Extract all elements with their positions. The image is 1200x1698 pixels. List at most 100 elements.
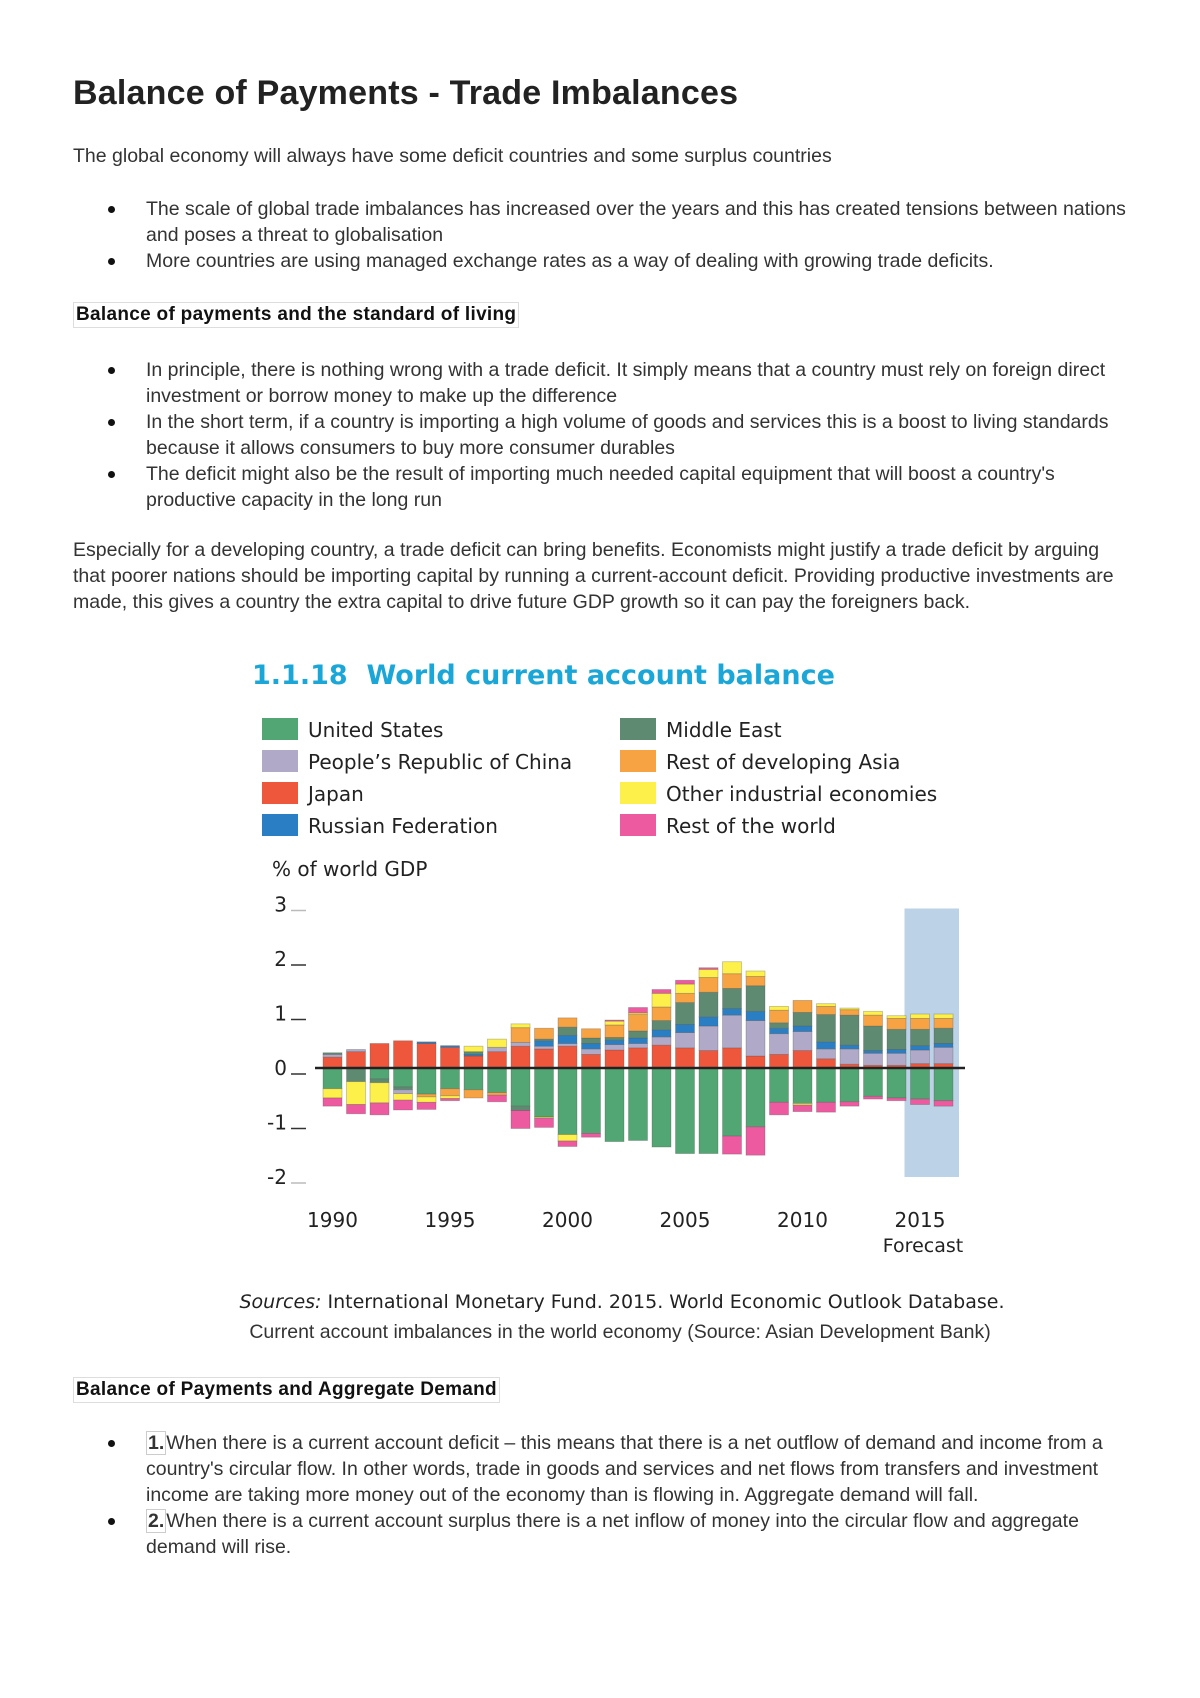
bar-segment-2002-5 [604,1024,625,1038]
legend-swatch [620,814,656,836]
bar-segment-2015-1 [910,1049,930,1065]
bar-segment-2005-4 [675,1002,695,1025]
bar-segment-2006-6 [698,968,719,978]
bar-segment-2004-7 [651,989,672,994]
bar-segment-1995-6 [440,1095,460,1099]
bar-segment-2013-0 [863,1067,883,1097]
bar-segment-2010-5 [792,1000,813,1013]
legend-label: United States [308,718,443,742]
list-item: In principle, there is nothing wrong wit… [0,357,1140,409]
bar-segment-2008-0 [745,1067,766,1128]
bar-segment-2016-7 [933,1100,954,1107]
bar-segment-2008-2 [745,1055,766,1069]
bar-segment-2000-0 [557,1067,578,1135]
bar-segment-2009-7 [769,1101,789,1116]
bar-segment-2006-1 [698,1025,719,1051]
bar-segment-1996-0 [463,1067,484,1091]
bar-segment-1992-6 [369,1082,390,1104]
bar-segment-2003-4 [628,1030,648,1039]
x-tick-label: 1990 [307,1208,358,1232]
list-item: The deficit might also be the result of … [0,461,1140,513]
bar-segment-2012-6 [839,1007,860,1011]
bar-segment-2009-0 [769,1067,789,1103]
bar-segment-2011-6 [816,1003,836,1007]
bar-segment-1990-1 [322,1053,343,1058]
legend: United States People’s Republic of China J… [262,718,937,838]
bar-segment-2013-5 [863,1014,883,1027]
bar-segment-2006-2 [698,1050,719,1069]
bar-segment-2014-0 [886,1067,907,1099]
bar-segment-2011-1 [816,1048,836,1060]
bar-segment-1993-0 [393,1067,413,1088]
bar-segment-2000-4 [557,1026,578,1036]
bar-segment-2003-7 [628,1007,648,1014]
bar-segment-2010-0 [792,1067,813,1104]
bar-segment-1995-2 [440,1046,460,1069]
bar-segment-2010-3 [792,1025,813,1032]
bar-segment-1994-2 [416,1043,437,1069]
bar-segment-2008-4 [745,985,766,1012]
bar-segment-1991-4 [346,1067,366,1083]
x-tick-label: 2010 [777,1208,828,1232]
bar-segment-1991-6 [346,1081,366,1105]
intro-text: The global economy will always have some… [73,145,832,167]
bar-segment-2009-1 [769,1033,789,1055]
bar-segment-2013-1 [863,1052,883,1066]
bar-segment-2004-0 [651,1067,672,1148]
bar-segment-1991-2 [346,1051,366,1069]
x-tick-label: 2015 [895,1208,946,1232]
bar-segment-2000-3 [557,1034,578,1044]
legend-swatch [620,782,656,804]
item-number: 1. [146,1431,167,1455]
bar-segment-2014-3 [886,1049,907,1054]
item-text: When there is a current account surplus … [146,1510,1079,1558]
bar-segment-2010-7 [792,1104,813,1113]
bar-segment-1996-6 [463,1045,484,1053]
bar-segment-2016-0 [933,1067,954,1102]
legend-label: Rest of developing Asia [666,750,900,774]
bar-segment-2008-1 [745,1020,766,1057]
bar-segment-2004-5 [651,1006,672,1021]
section1-bullets: In principle, there is nothing wrong wit… [0,357,1140,513]
bar-segment-2000-6 [557,1134,578,1142]
bar-segment-2007-0 [722,1067,742,1137]
bar-segment-2007-1 [722,1014,742,1049]
legend-swatch [262,814,298,836]
bar-segment-1990-4 [322,1052,343,1055]
bar-segment-2004-4 [651,1020,672,1031]
bar-segment-1998-7 [510,1110,531,1129]
bar-segment-1990-0 [322,1067,343,1090]
bar-segment-2002-2 [604,1049,625,1069]
bar-segment-1998-5 [510,1027,531,1043]
bar-segment-2005-7 [675,979,695,985]
legend-swatch [262,750,298,772]
item-number: 2. [146,1509,167,1533]
bar-segment-1990-6 [322,1088,343,1099]
bar-segment-1995-3 [440,1045,460,1048]
bar-segment-1993-1 [393,1089,413,1095]
bar-segment-2005-1 [675,1032,695,1049]
bar-segment-2009-5 [769,1009,789,1024]
bar-segment-1990-2 [322,1056,343,1069]
chart-sources: Sources: International Monetary Fund. 20… [239,1291,1004,1313]
bar-segment-2012-3 [839,1044,860,1050]
bar-segment-1994-7 [416,1101,437,1110]
sources-text: International Monetary Fund. 2015. World… [321,1291,1004,1313]
bar-segment-2013-3 [863,1050,883,1054]
bar-segment-2012-0 [839,1067,860,1103]
bar-segment-2014-6 [886,1015,907,1019]
bar-segment-2005-6 [675,983,695,994]
bar-segment-2001-0 [581,1067,601,1134]
y-tick-label: 1 [274,1002,287,1026]
bar-segment-2000-5 [557,1017,578,1028]
bar-segment-2007-3 [722,1008,742,1016]
bar-segment-1993-2 [393,1040,413,1069]
bar-segment-1997-5 [487,1092,507,1096]
legend-label: Russian Federation [308,814,498,838]
bar-segment-2008-3 [745,1010,766,1021]
bar-segment-2001-5 [581,1028,601,1039]
bar-segment-2014-1 [886,1052,907,1066]
bar-segment-2016-3 [933,1043,954,1048]
bar-segment-1996-4 [463,1051,484,1055]
bar-segment-2002-3 [604,1039,625,1045]
